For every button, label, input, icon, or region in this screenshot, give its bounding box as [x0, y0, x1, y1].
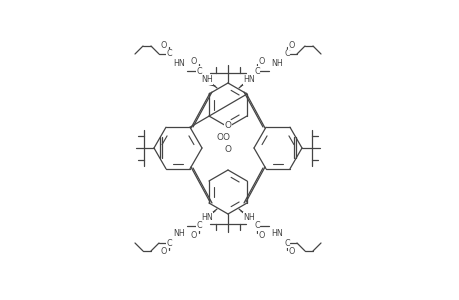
Text: O: O: [161, 40, 167, 50]
Text: O: O: [224, 122, 231, 130]
Text: NH: NH: [201, 76, 213, 85]
Text: O: O: [190, 230, 197, 239]
Text: O: O: [258, 58, 264, 67]
Text: C: C: [254, 67, 259, 76]
Text: C: C: [196, 221, 202, 230]
Text: NH: NH: [243, 212, 254, 221]
Text: HN: HN: [201, 212, 213, 221]
Text: O: O: [288, 40, 295, 50]
Text: O: O: [161, 248, 167, 256]
Text: O: O: [258, 230, 264, 239]
Text: OO: OO: [217, 134, 230, 142]
Text: C: C: [284, 50, 289, 58]
Text: C: C: [254, 221, 259, 230]
Text: O: O: [224, 146, 231, 154]
Text: NH: NH: [270, 58, 282, 68]
Text: HN: HN: [270, 230, 282, 238]
Text: HN: HN: [243, 76, 254, 85]
Text: O: O: [190, 58, 197, 67]
Text: NH: NH: [173, 230, 185, 238]
Text: O: O: [288, 248, 295, 256]
Text: HN: HN: [173, 58, 185, 68]
Text: C: C: [284, 238, 289, 247]
Text: C: C: [196, 67, 202, 76]
Text: C: C: [166, 238, 172, 247]
Text: C: C: [166, 50, 172, 58]
